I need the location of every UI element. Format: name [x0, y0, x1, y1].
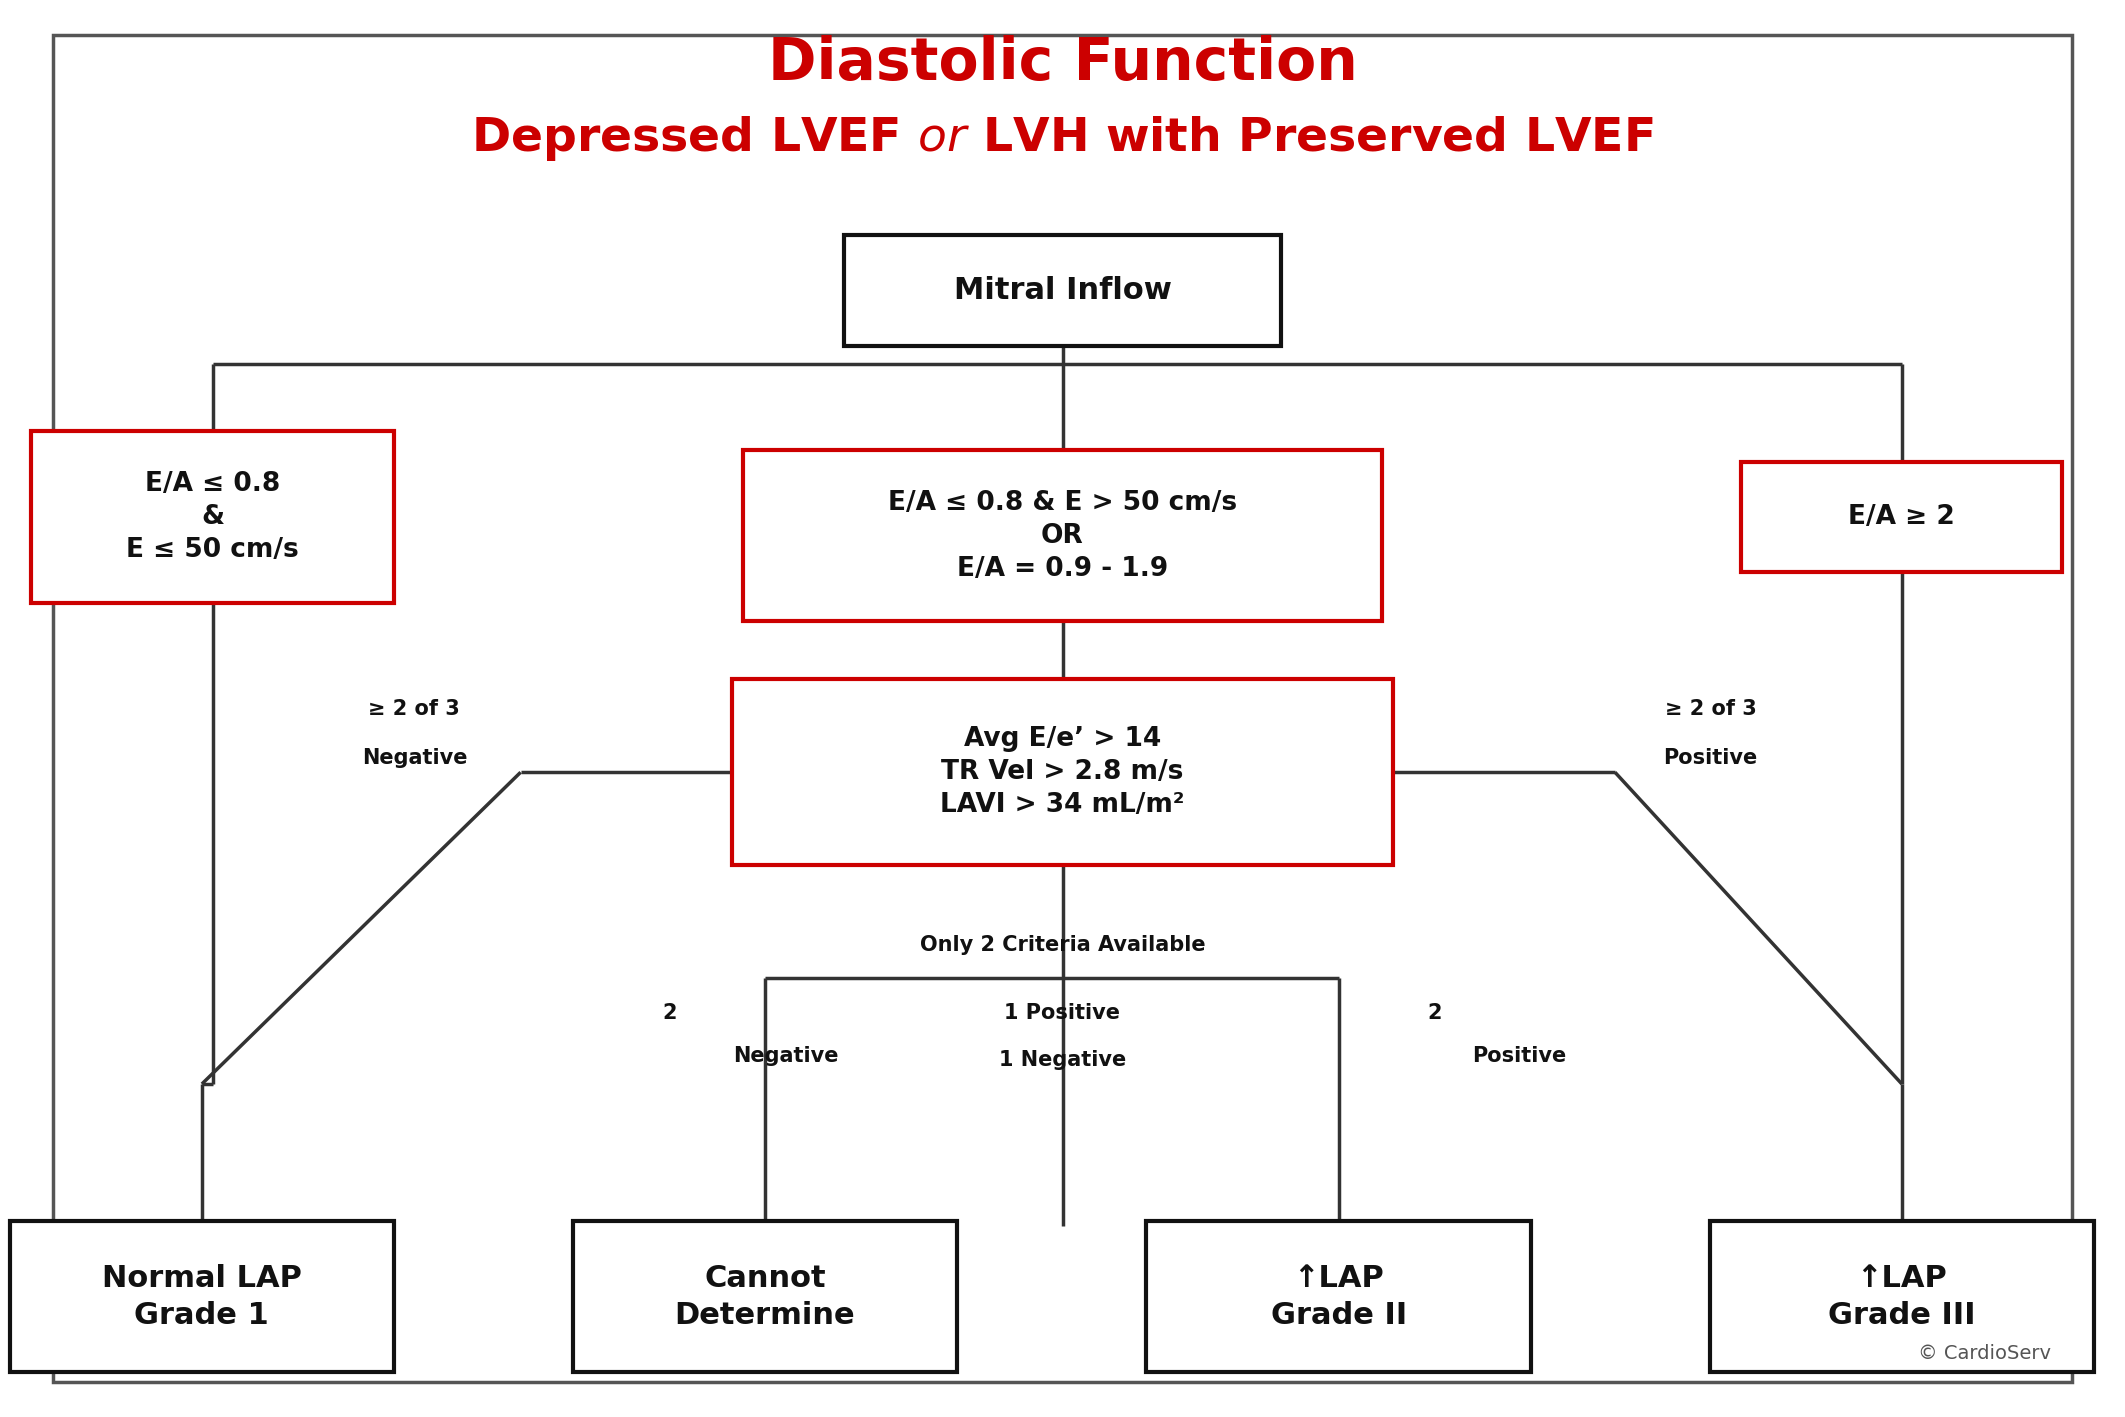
- Text: Mitral Inflow: Mitral Inflow: [954, 276, 1171, 305]
- Text: ↑LAP
Grade II: ↑LAP Grade II: [1271, 1264, 1407, 1329]
- Text: E/A ≤ 0.8
&
E ≤ 50 cm/s: E/A ≤ 0.8 & E ≤ 50 cm/s: [125, 472, 300, 563]
- Text: Negative: Negative: [361, 748, 468, 768]
- Text: Cannot
Determine: Cannot Determine: [676, 1264, 854, 1329]
- Text: E/A ≤ 0.8 & E > 50 cm/s
OR
E/A = 0.9 - 1.9: E/A ≤ 0.8 & E > 50 cm/s OR E/A = 0.9 - 1…: [888, 490, 1237, 581]
- Text: Negative: Negative: [733, 1046, 839, 1066]
- FancyBboxPatch shape: [53, 35, 2072, 1382]
- Text: 1 Negative: 1 Negative: [999, 1050, 1126, 1070]
- FancyBboxPatch shape: [733, 680, 1394, 864]
- FancyBboxPatch shape: [572, 1221, 956, 1372]
- FancyBboxPatch shape: [1708, 1221, 2095, 1372]
- Text: 2: 2: [663, 1003, 676, 1023]
- FancyBboxPatch shape: [1742, 462, 2061, 572]
- Text: 1 Positive: 1 Positive: [1005, 1003, 1120, 1023]
- Text: Positive: Positive: [1664, 748, 1757, 768]
- FancyBboxPatch shape: [32, 431, 395, 604]
- Text: ↑LAP
Grade III: ↑LAP Grade III: [1828, 1264, 1976, 1329]
- FancyBboxPatch shape: [1148, 1221, 1530, 1372]
- Text: Only 2 Criteria Available: Only 2 Criteria Available: [920, 935, 1205, 955]
- Text: Depressed LVEF $\mathit{or}$ LVH with Preserved LVEF: Depressed LVEF $\mathit{or}$ LVH with Pr…: [472, 115, 1653, 163]
- Text: Avg E/e’ > 14
TR Vel > 2.8 m/s
LAVI > 34 mL/m²: Avg E/e’ > 14 TR Vel > 2.8 m/s LAVI > 34…: [939, 727, 1186, 818]
- Text: Normal LAP
Grade 1: Normal LAP Grade 1: [102, 1264, 302, 1329]
- Text: ≥ 2 of 3: ≥ 2 of 3: [368, 699, 461, 718]
- Text: © CardioServ: © CardioServ: [1917, 1345, 2051, 1363]
- FancyBboxPatch shape: [844, 235, 1281, 346]
- Text: ≥ 2 of 3: ≥ 2 of 3: [1664, 699, 1757, 718]
- Text: Positive: Positive: [1473, 1046, 1566, 1066]
- Text: Diastolic Function: Diastolic Function: [767, 35, 1358, 92]
- Text: E/A ≥ 2: E/A ≥ 2: [1849, 504, 1955, 530]
- FancyBboxPatch shape: [11, 1221, 395, 1372]
- FancyBboxPatch shape: [744, 451, 1383, 622]
- Text: 2: 2: [1428, 1003, 1441, 1023]
